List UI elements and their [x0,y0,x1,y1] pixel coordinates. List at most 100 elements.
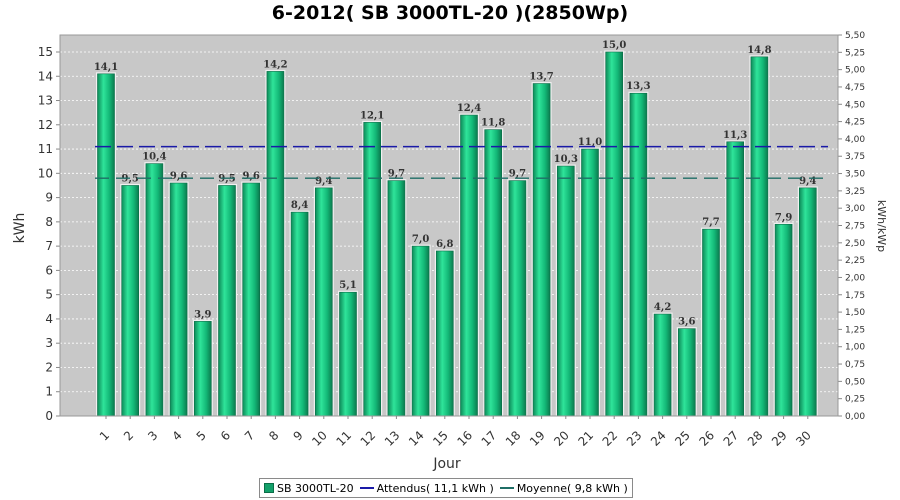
bar-value-label: 11,3 [723,130,747,141]
bar [121,185,139,417]
x-tick-label: 13 [382,428,403,449]
x-tick-label: 1 [97,428,112,443]
x-tick-label: 2 [121,428,136,443]
x-tick-label: 11 [333,428,354,449]
bar [556,165,575,417]
y-tick-label: 4 [45,312,53,326]
x-tick-label: 30 [793,428,814,449]
bar-value-label: 9,4 [799,176,816,187]
bar [774,223,793,417]
y2-axis-title: kWh/kWp [875,200,888,252]
y2-tick-label: 2,25 [845,256,865,266]
bar-value-label: 7,0 [412,234,429,245]
y2-tick-label: 2,75 [845,222,865,232]
legend-label-expected: Attendus( 11,1 kWh ) [376,481,494,495]
y2-tick-label: 1,50 [845,308,865,318]
x-tick-label: 6 [218,428,233,443]
y2-tick-label: 3,25 [845,187,865,197]
y-tick-label: 6 [45,263,53,277]
legend-item-average: Moyenne( 9,8 kWh ) [499,482,628,495]
y2-tick-label: 0,00 [845,412,865,422]
bar-value-label: 3,9 [194,309,211,320]
bar [363,122,382,417]
x-tick-label: 25 [672,428,693,449]
y2-tick-label: 1,00 [845,343,865,353]
y-tick-label: 10 [38,166,53,180]
bar-value-label: 12,4 [457,103,481,114]
bar [97,73,115,417]
y-tick-label: 8 [45,215,53,229]
x-tick-label: 16 [454,428,475,449]
bar [460,114,478,417]
y2-tick-label: 5,50 [845,31,865,41]
y2-tick-label: 3,75 [845,152,865,162]
y-tick-label: 7 [45,239,53,253]
plot-border [59,34,839,417]
y-tick-label: 11 [38,142,53,156]
y2-tick-label: 3,50 [845,170,865,180]
bar [411,245,430,417]
y2-tick-label: 4,00 [845,135,865,145]
x-tick-label: 8 [266,428,281,443]
bar-value-label: 13,7 [529,72,553,83]
bar-value-label: 14,2 [263,59,287,70]
legend-swatch-expected [359,487,374,489]
x-tick-label: 26 [696,428,717,449]
y2-tick-label: 4,75 [845,83,865,93]
legend-swatch-bar [264,483,274,493]
bar [314,187,333,417]
bar [218,185,236,417]
x-tick-label: 24 [648,428,669,449]
bar [484,129,503,417]
chart-svg: 01234567891011121314150,000,250,500,751,… [12,31,888,472]
y2-tick-label: 0,75 [845,360,865,370]
x-tick-label: 27 [721,428,742,449]
legend-item-expected: Attendus( 11,1 kWh ) [359,481,494,495]
bar [145,163,164,417]
bar-value-label: 9,5 [121,173,138,184]
y-tick-label: 1 [45,385,53,399]
y-tick-label: 9 [45,191,53,205]
y2-tick-label: 1,25 [845,325,865,335]
bar-value-label: 15,0 [602,40,626,51]
y-tick-label: 5 [45,288,53,302]
bar-value-label: 9,6 [242,171,259,182]
bar-value-label: 13,3 [626,81,650,92]
legend-label-bar: SB 3000TL-20 [277,481,354,495]
bar-value-label: 3,6 [678,317,695,328]
bar-value-label: 7,7 [702,217,719,228]
bar-value-label: 9,4 [315,176,332,187]
bar [266,71,285,417]
y-tick-label: 12 [38,118,53,132]
y-tick-label: 15 [38,45,53,59]
bar-value-label: 10,3 [554,154,578,165]
bar [677,328,696,417]
chart-title: 6-2012( SB 3000TL-20 )(2850Wp) [271,2,629,24]
y2-tick-label: 3,00 [845,204,865,214]
x-tick-label: 28 [745,428,766,449]
bar-value-label: 9,7 [509,169,526,180]
bar [702,228,720,417]
y2-tick-label: 2,50 [845,239,865,249]
bar [581,148,599,417]
bar [339,291,357,417]
legend-swatch-average [499,487,514,489]
bar [605,51,624,417]
bar-value-label: 4,2 [654,302,671,313]
y2-tick-label: 4,25 [845,118,865,128]
bar-value-label: 9,7 [388,169,405,180]
bar-value-label: 8,4 [291,200,308,211]
bar [435,250,454,417]
y2-tick-label: 5,25 [845,48,865,58]
bar-value-label: 10,4 [142,152,166,163]
y2-tick-label: 0,25 [845,395,865,405]
x-tick-label: 15 [430,428,451,449]
y2-tick-label: 0,50 [845,377,865,387]
bar [653,313,672,417]
x-tick-label: 29 [769,428,790,449]
y2-tick-label: 1,75 [845,291,865,301]
x-tick-label: 5 [194,428,209,443]
x-tick-label: 19 [527,428,548,449]
bar [508,180,527,417]
x-tick-label: 18 [503,428,524,449]
